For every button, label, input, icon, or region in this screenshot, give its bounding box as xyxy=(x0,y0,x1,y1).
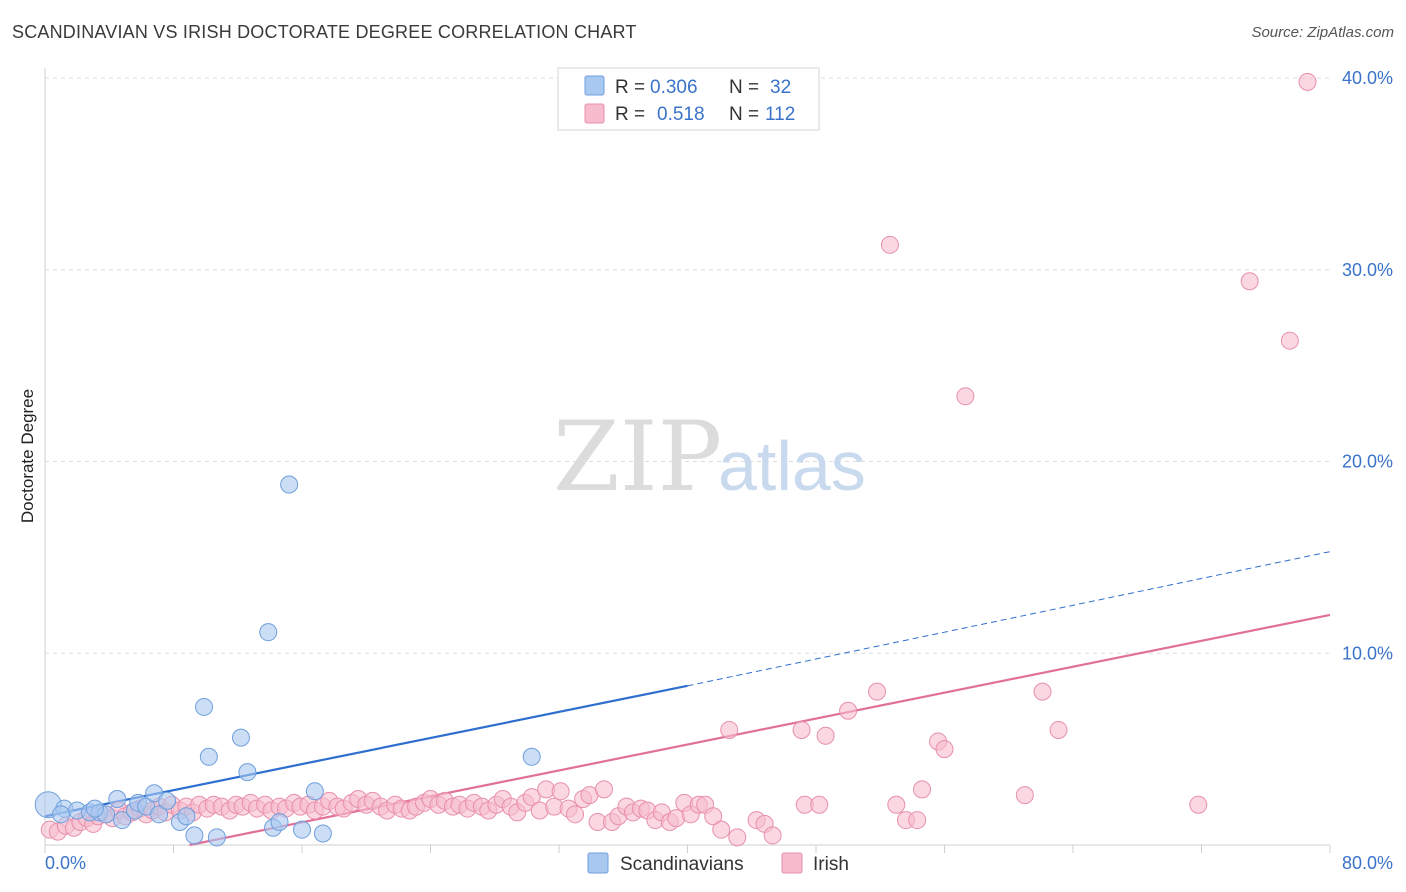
watermark-zip: ZIP xyxy=(553,401,722,513)
point-scandinavians xyxy=(177,807,196,826)
point-scandinavians xyxy=(231,728,250,747)
point-scandinavians xyxy=(238,763,257,782)
point-irish xyxy=(908,811,927,830)
y-tick-label: 40.0% xyxy=(1342,68,1393,88)
point-irish xyxy=(1298,72,1317,91)
y-tick-label: 30.0% xyxy=(1342,260,1393,280)
point-irish xyxy=(792,720,811,739)
point-scandinavians xyxy=(280,475,299,494)
legend-n-value: 32 xyxy=(770,77,791,98)
point-irish xyxy=(712,820,731,839)
point-irish xyxy=(816,726,835,745)
legend-r-value: 0.518 xyxy=(657,104,705,125)
point-scandinavians xyxy=(305,782,324,801)
point-scandinavians xyxy=(52,805,71,824)
watermark-atlas: atlas xyxy=(718,427,866,505)
point-scandinavians xyxy=(207,828,226,847)
trend-line-scandinavians-extension xyxy=(687,551,1331,687)
point-irish xyxy=(810,795,829,814)
point-irish xyxy=(868,682,887,701)
point-scandinavians xyxy=(108,789,127,808)
legend-swatch-scandinavians xyxy=(584,75,605,96)
x-tick-label: 80.0% xyxy=(1342,853,1393,873)
point-irish xyxy=(704,807,723,826)
legend-n-label: N = xyxy=(729,77,759,98)
point-scandinavians xyxy=(113,811,132,830)
point-irish xyxy=(913,780,932,799)
legend-swatch-scandinavians xyxy=(587,852,609,874)
point-irish xyxy=(1189,795,1208,814)
legend-n-value: 112 xyxy=(765,104,795,125)
y-tick-label: 20.0% xyxy=(1342,452,1393,472)
point-irish xyxy=(566,805,585,824)
point-irish xyxy=(935,740,954,759)
axes xyxy=(44,68,1331,853)
point-irish xyxy=(839,701,858,720)
point-irish xyxy=(1280,331,1299,350)
point-scandinavians xyxy=(85,799,104,818)
point-scandinavians xyxy=(522,747,541,766)
data-points xyxy=(34,72,1317,847)
point-irish xyxy=(887,795,906,814)
y-tick-label: 10.0% xyxy=(1342,643,1393,663)
source-label: Source: ZipAtlas.com xyxy=(1251,24,1394,41)
point-irish xyxy=(594,780,613,799)
legend-swatch-irish xyxy=(781,852,803,874)
point-scandinavians xyxy=(259,623,278,642)
point-scandinavians xyxy=(195,697,214,716)
legend-r-label: R = xyxy=(615,104,645,125)
point-scandinavians xyxy=(293,820,311,839)
legend-r-label: R = xyxy=(615,77,645,98)
point-scandinavians xyxy=(185,826,204,845)
legend-item-irish: Irish xyxy=(813,854,849,875)
point-irish xyxy=(763,826,782,845)
point-irish xyxy=(956,387,975,406)
legend-item-scandinavians: Scandinavians xyxy=(620,854,744,875)
point-irish xyxy=(1240,272,1259,291)
legend-swatch-irish xyxy=(584,103,605,124)
point-scandinavians xyxy=(150,805,169,824)
point-scandinavians xyxy=(158,791,177,810)
point-irish xyxy=(1033,682,1052,701)
point-irish xyxy=(728,828,747,847)
tick-labels: 10.0% 20.0% 30.0% 40.0% 0.0% 80.0% xyxy=(45,68,1393,873)
point-irish xyxy=(1015,786,1034,805)
grid-lines xyxy=(45,77,1330,654)
legend-n-label: N = xyxy=(729,104,759,125)
point-irish xyxy=(522,788,541,807)
point-scandinavians xyxy=(199,747,218,766)
legend-r-value: 0.306 xyxy=(650,77,698,98)
point-scandinavians xyxy=(270,812,289,831)
point-irish xyxy=(880,235,899,254)
series-legend: Scandinavians Irish xyxy=(587,852,849,875)
point-irish xyxy=(1049,720,1068,739)
correlation-legend: R = 0.306 N = 32 R = 0.518 N = 112 xyxy=(557,67,820,131)
point-scandinavians xyxy=(313,824,332,843)
chart-title: SCANDINAVIAN VS IRISH DOCTORATE DEGREE C… xyxy=(12,22,637,42)
point-irish xyxy=(551,782,570,801)
x-tick-label: 0.0% xyxy=(45,853,86,873)
point-irish xyxy=(720,720,739,739)
y-axis-label: Doctorate Degree xyxy=(18,389,37,523)
